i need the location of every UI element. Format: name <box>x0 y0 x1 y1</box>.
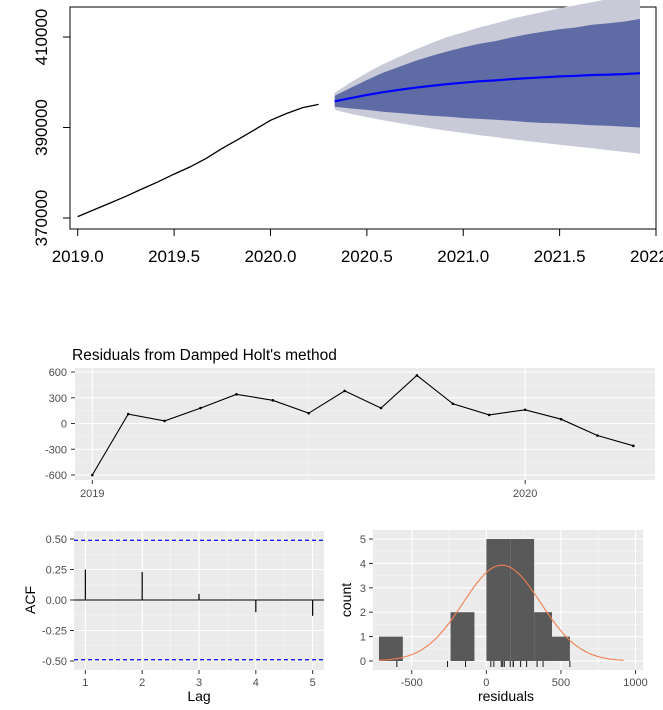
forecast-mean-line <box>334 72 641 103</box>
residuals-point <box>91 473 94 477</box>
residuals-point <box>596 434 599 437</box>
residuals-point <box>271 399 275 402</box>
residuals-point <box>343 389 346 393</box>
residuals-y-tick-label: 600 <box>49 367 67 379</box>
residuals-point <box>523 408 527 412</box>
forecast-x-tick-label: 2022.0 <box>630 247 663 266</box>
acf-y-axis-label: ACF <box>22 586 38 614</box>
residuals-y-tick-label: -300 <box>45 444 67 456</box>
histogram-y-tick-label: 4 <box>360 558 366 570</box>
acf-y-tick-label: 0.50 <box>46 534 67 546</box>
histogram-y-tick-label: 2 <box>360 607 366 619</box>
residuals-point <box>451 402 455 406</box>
residuals-point <box>632 444 635 448</box>
history-line <box>77 103 319 218</box>
residuals-point <box>487 413 491 417</box>
histogram-bar <box>450 612 475 661</box>
acf-x-tick-label: 4 <box>253 677 259 689</box>
histogram-rug <box>396 661 571 667</box>
histogram-x-tick-label: 500 <box>552 677 570 689</box>
histogram-bar <box>486 539 511 661</box>
forecast-x-tick-label: 2019.0 <box>52 247 104 266</box>
residuals-x-axis: 2019 2020 <box>80 480 537 500</box>
histogram-y-tick-label: 3 <box>360 583 366 595</box>
acf-bars <box>74 539 324 661</box>
residuals-x-tick-label: 2020 <box>513 488 537 500</box>
forecast-y-tick-label: 410000 <box>32 9 51 66</box>
forecast-x-tick-label: 2021.5 <box>534 247 586 266</box>
residuals-line <box>91 374 635 477</box>
histogram-y-tick-label: 0 <box>360 656 366 668</box>
histogram-x-axis: -500 0 500 1000 <box>401 670 648 689</box>
histogram-y-tick-label: 5 <box>360 534 366 546</box>
histogram-bar <box>510 539 535 661</box>
histogram-x-axis-label: residuals <box>478 688 534 704</box>
histogram-density <box>378 564 624 661</box>
forecast-lines <box>77 72 641 218</box>
residuals-point <box>163 419 166 423</box>
forecast-bands <box>334 0 640 154</box>
residuals-point <box>559 417 563 421</box>
forecast-x-tick-label: 2019.5 <box>148 247 200 266</box>
acf-y-tick-label: 0.25 <box>46 565 67 577</box>
forecast-y-tick-label: 390000 <box>32 99 51 156</box>
residuals-point <box>379 406 383 410</box>
residuals-point <box>415 374 419 377</box>
forecast-y-tick-label: 370000 <box>32 190 51 247</box>
acf-y-tick-label: 0.00 <box>46 595 67 607</box>
residuals-point <box>126 412 130 416</box>
residuals-point <box>199 406 202 410</box>
histogram-x-tick-label: -500 <box>401 677 423 689</box>
residuals-chart: Residuals from Damped Holt's method 2019… <box>45 347 655 500</box>
histogram-chart: -500 0 500 1000 0 1 2 3 4 5 residuals count <box>338 530 648 704</box>
histogram-x-tick-label: 1000 <box>623 677 647 689</box>
histogram-y-axis: 0 1 2 3 4 5 <box>360 534 373 668</box>
histogram-density-curve <box>378 564 624 661</box>
forecast-x-axis: 2019.0 2019.5 2020.0 2020.5 2021.0 2021.5 2022… <box>52 228 663 266</box>
residuals-point <box>307 411 311 415</box>
histogram-bars <box>378 539 570 661</box>
acf-x-axis: 1 2 3 4 5 <box>82 670 316 689</box>
acf-x-tick-label: 1 <box>82 677 88 689</box>
acf-y-tick-label: -0.50 <box>42 656 67 668</box>
histogram-y-tick-label: 1 <box>360 632 366 644</box>
residuals-y-tick-label: 300 <box>49 393 67 405</box>
acf-x-tick-label: 2 <box>139 677 145 689</box>
residuals-chart-title: Residuals from Damped Holt's method <box>72 347 337 364</box>
histogram-bar <box>534 612 553 661</box>
acf-y-tick-label: -0.25 <box>42 626 67 638</box>
acf-x-tick-label: 5 <box>310 677 316 689</box>
residuals-y-axis: 600 300 0 -300 -600 <box>45 367 75 482</box>
forecast-x-tick-label: 2020.5 <box>341 247 393 266</box>
histogram-x-tick-label: 0 <box>483 677 489 689</box>
residuals-point <box>235 393 238 396</box>
acf-x-axis-label: Lag <box>187 688 210 704</box>
forecast-x-tick-label: 2021.0 <box>437 247 489 266</box>
acf-chart: 1 2 3 4 5 0.50 0.25 0.00 -0.25 -0.50 Lag ACF <box>22 531 324 704</box>
forecast-band-80 <box>334 18 640 128</box>
residuals-y-tick-label: 0 <box>61 419 67 431</box>
forecast-x-tick-label: 2020.0 <box>244 247 296 266</box>
forecast-chart: 2019.0 2019.5 2020.0 2020.5 2021.0 2021.5 2022… <box>32 0 663 266</box>
histogram-bar <box>378 636 403 661</box>
histogram-y-axis-label: count <box>338 583 354 617</box>
acf-x-tick-label: 3 <box>196 677 202 689</box>
residuals-x-tick-label: 2019 <box>80 488 104 500</box>
acf-y-axis: 0.50 0.25 0.00 -0.25 -0.50 <box>42 534 74 668</box>
forecast-y-axis: 370000 390000 410000 <box>32 9 71 247</box>
residuals-gridlines <box>75 368 655 480</box>
residuals-y-tick-label: -600 <box>45 470 67 482</box>
residuals-series-line <box>91 374 634 476</box>
histogram-bar <box>552 636 570 661</box>
